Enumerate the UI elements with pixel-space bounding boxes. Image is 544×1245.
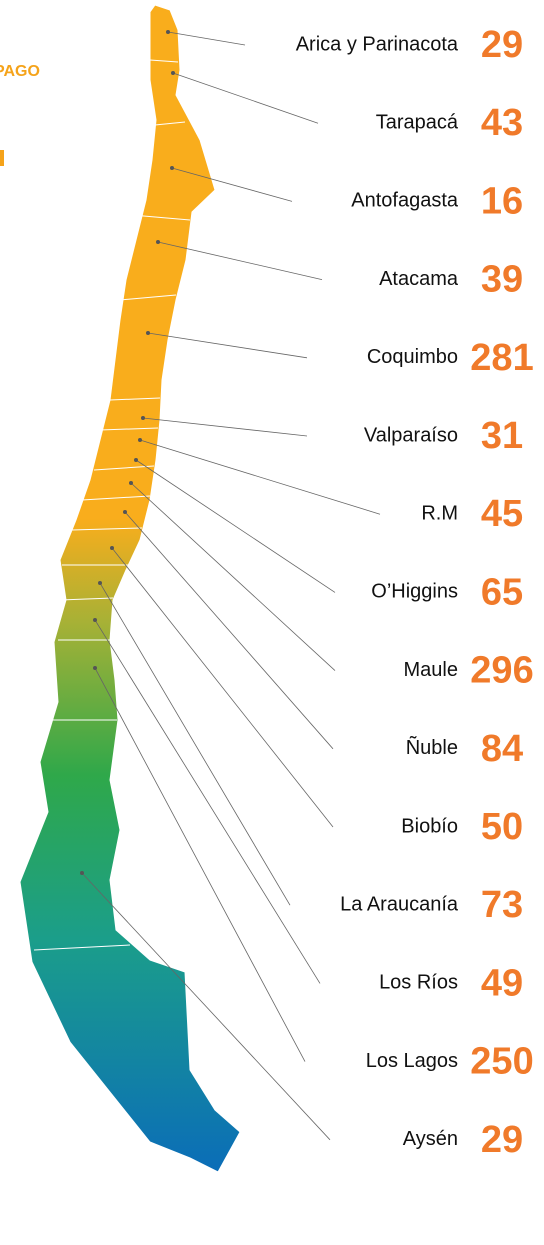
region-value: 250 [470, 1041, 533, 1083]
title-fragment: PAGO [0, 63, 40, 80]
leader-line [94, 619, 321, 984]
region-value: 49 [481, 962, 523, 1004]
region-dot [134, 458, 138, 462]
region-name: Maule [404, 659, 458, 681]
title-fragment-mark [0, 150, 4, 166]
leader-line [172, 72, 319, 124]
region-dot [93, 618, 97, 622]
region-value: 84 [481, 728, 523, 770]
region-name: Tarapacá [376, 111, 459, 133]
region-value: 281 [470, 337, 533, 379]
leader-line [147, 332, 308, 359]
region-value: 73 [481, 884, 523, 926]
region-name: Valparaíso [364, 424, 458, 446]
region-value: 39 [481, 259, 523, 301]
region-dot [170, 166, 174, 170]
region-value: 16 [481, 180, 523, 222]
leader-line [99, 582, 291, 906]
region-value: 31 [481, 415, 523, 457]
region-dot [138, 438, 142, 442]
region-value: 45 [481, 493, 523, 535]
leader-line [139, 439, 381, 515]
region-value: 50 [481, 806, 523, 848]
region-name: La Araucanía [340, 893, 459, 915]
region-dot [171, 71, 175, 75]
region-dot [166, 30, 170, 34]
region-dot [146, 331, 150, 335]
leader-line [94, 667, 306, 1062]
region-value: 29 [481, 24, 523, 66]
region-name: Arica y Parinacota [296, 33, 459, 55]
region-dot [93, 666, 97, 670]
leader-line [171, 167, 293, 202]
region-name: Atacama [379, 268, 459, 290]
region-value: 296 [470, 650, 533, 692]
region-dot [80, 871, 84, 875]
region-name: O’Higgins [371, 581, 458, 603]
leader-line [135, 459, 336, 593]
region-value: 65 [481, 571, 523, 613]
region-name: Los Lagos [366, 1050, 458, 1072]
region-name: Coquimbo [367, 346, 458, 368]
region-name: Biobío [401, 815, 458, 837]
region-dot [156, 240, 160, 244]
region-dot [98, 581, 102, 585]
leader-line [130, 482, 336, 671]
region-dot [110, 546, 114, 550]
leader-line [81, 872, 331, 1141]
region-name: Aysén [403, 1128, 458, 1150]
region-name: Ñuble [406, 735, 458, 759]
region-dot [129, 481, 133, 485]
region-name: Los Ríos [379, 972, 458, 994]
leader-line [157, 241, 323, 280]
leader-line [142, 417, 308, 437]
region-dot [123, 510, 127, 514]
map-chile [19, 4, 241, 1173]
region-value: 29 [481, 1119, 523, 1161]
leader-line [111, 547, 334, 828]
region-borders [33, 59, 191, 951]
region-value: 43 [481, 102, 523, 144]
leader-line [124, 511, 334, 750]
region-name: Antofagasta [351, 190, 459, 212]
leader-line [167, 31, 246, 46]
region-name: R.M [421, 502, 458, 524]
region-dot [141, 416, 145, 420]
